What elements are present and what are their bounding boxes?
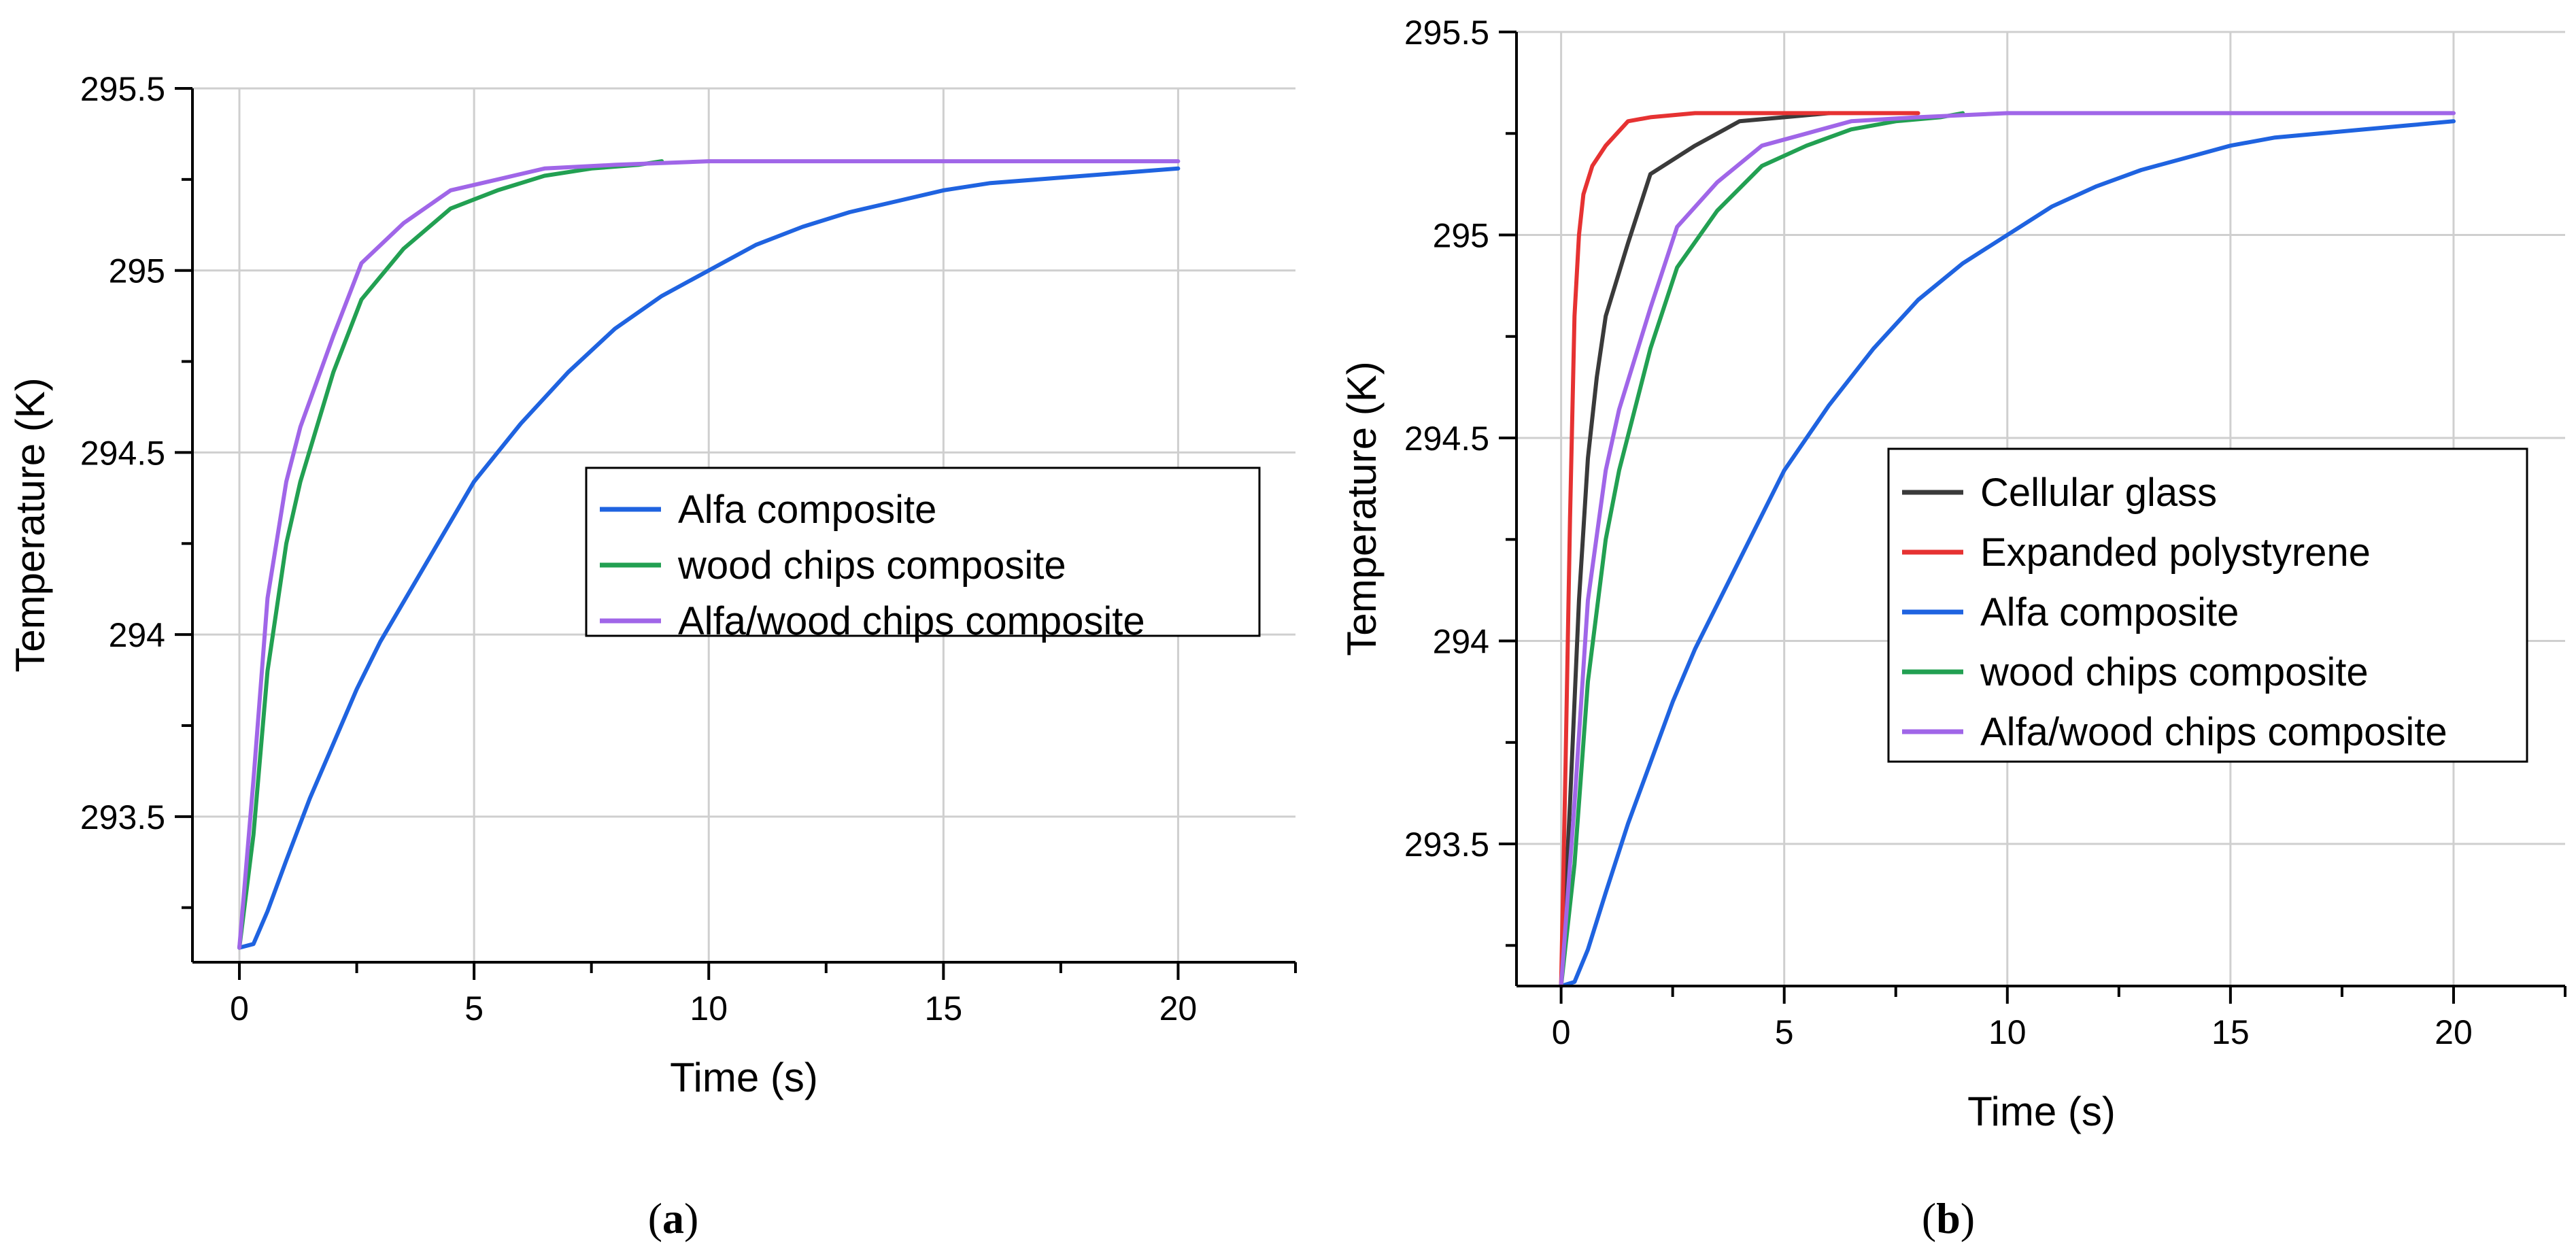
legend-a: Alfa composite wood chips composite Alfa/w… xyxy=(585,466,1261,643)
chart-panel-b: 0 5 10 15 20 293.5 294 294.5 295 295.5 Time (s) T… xyxy=(1339,14,2566,1134)
legend-label: wood chips composite xyxy=(677,543,1066,588)
caption-b: (b) xyxy=(1922,1194,1975,1242)
x-tick-label: 15 xyxy=(925,989,963,1028)
legend-label: Alfa composite xyxy=(1980,590,2239,634)
series-lines-a xyxy=(237,159,1181,950)
legend-label: wood chips composite xyxy=(1980,650,2369,694)
series-lines-b xyxy=(1559,111,2456,988)
legend-label: Alfa/wood chips composite xyxy=(1980,710,2447,754)
legend-label: Alfa/wood chips composite xyxy=(678,599,1145,643)
y-tick-label: 293.5 xyxy=(1404,826,1489,864)
legend-label: Cellular glass xyxy=(1980,471,2217,515)
y-tick-label: 294 xyxy=(109,616,165,654)
legend-box xyxy=(585,466,1261,637)
x-tick-label: 20 xyxy=(2435,1013,2473,1051)
x-tick-label: 15 xyxy=(2211,1013,2250,1051)
series-line-alfa-composite xyxy=(237,166,1181,950)
axes-a xyxy=(175,87,1297,980)
series-line-expanded-polystyrene xyxy=(1559,111,1920,988)
y-tick-label: 295 xyxy=(1433,217,1489,255)
y-tick-label: 294 xyxy=(1433,623,1489,661)
y-axis-title-b: Temperature (K) xyxy=(1339,361,1385,656)
x-axis-title-b: Time (s) xyxy=(1967,1089,2116,1134)
y-axis-title-a: Temperature (K) xyxy=(7,377,53,672)
axes-b xyxy=(1499,31,2566,1004)
tick-labels-a: 0 5 10 15 20 293.5 294 294.5 295 295.5 xyxy=(80,70,1197,1028)
series-line-alfa-wood-chips-composite xyxy=(1559,111,2456,988)
x-tick-label: 10 xyxy=(690,989,728,1028)
tick-labels-b: 0 5 10 15 20 293.5 294 294.5 295 295.5 xyxy=(1404,14,2473,1051)
legend-label: Alfa composite xyxy=(678,488,936,532)
y-tick-label: 295.5 xyxy=(1404,14,1489,52)
legend-box xyxy=(1887,447,2528,763)
chart-panel-a: 0 5 10 15 20 293.5 294 294.5 295 295.5 Time (s) T… xyxy=(7,70,1297,1100)
series-line-wood-chips-composite xyxy=(237,159,664,950)
x-tick-label: 5 xyxy=(1775,1013,1794,1051)
y-tick-label: 293.5 xyxy=(80,798,165,836)
series-line-wood-chips-composite xyxy=(1559,111,1965,988)
caption-b-letter: b xyxy=(1936,1194,1961,1242)
x-axis-title-a: Time (s) xyxy=(670,1055,818,1100)
x-tick-label: 20 xyxy=(1159,989,1198,1028)
caption-a: (a) xyxy=(648,1194,699,1242)
x-tick-label: 5 xyxy=(464,989,484,1028)
y-tick-label: 294.5 xyxy=(80,434,165,472)
x-tick-label: 0 xyxy=(230,989,249,1028)
y-tick-label: 295 xyxy=(109,252,165,290)
caption-a-letter: a xyxy=(662,1194,684,1242)
y-tick-label: 294.5 xyxy=(1404,420,1489,458)
series-line-alfa-wood-chips-composite xyxy=(237,159,1181,950)
legend-label: Expanded polystyrene xyxy=(1980,530,2371,575)
y-tick-label: 295.5 xyxy=(80,70,165,108)
series-line-cellular-glass xyxy=(1559,111,1831,988)
legend-b: Cellular glass Expanded polystyrene Alfa c… xyxy=(1887,447,2528,763)
x-tick-label: 10 xyxy=(1988,1013,2027,1051)
x-tick-label: 0 xyxy=(1552,1013,1571,1051)
series-line-alfa-composite xyxy=(1559,119,2456,988)
